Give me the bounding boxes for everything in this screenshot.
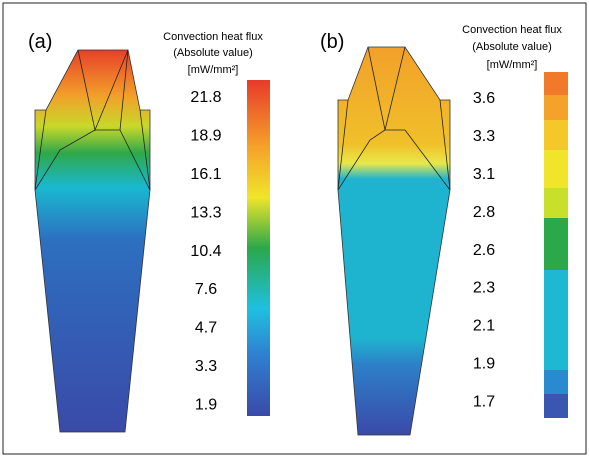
- colorbar-tick-label: 3.3: [473, 128, 495, 145]
- colorbar-tick-label: 16.1: [190, 166, 221, 183]
- legend-unit: [mW/mm²]: [188, 64, 239, 76]
- legend-title: Convection heat flux: [462, 24, 562, 36]
- colorbar-tick-label: 1.7: [473, 393, 495, 410]
- colorbar-tick-label: 3.6: [473, 90, 495, 107]
- panel-label: (a): [28, 31, 52, 53]
- colorbar-tick-label: 2.8: [473, 204, 495, 221]
- colorbar-tick-label: 1.9: [195, 396, 217, 413]
- colorbar-tick-label: 4.7: [195, 320, 217, 337]
- colorbar-tick-label: 7.6: [195, 281, 217, 298]
- colorbar: [544, 72, 568, 418]
- colorbar-tick-label: 3.3: [195, 358, 217, 375]
- outline: [34, 49, 151, 191]
- contour-shape: [337, 46, 451, 436]
- colorbar-tick-label: 2.6: [473, 242, 495, 259]
- panel-label: (b): [320, 31, 344, 53]
- outline: [337, 46, 451, 191]
- colorbar-tick-label: 2.1: [473, 318, 495, 335]
- colorbar-tick-label: 21.8: [190, 89, 221, 106]
- colorbar-tick-label: 1.9: [473, 356, 495, 373]
- legend-title: (Absolute value): [472, 41, 552, 53]
- colorbar: [247, 80, 270, 416]
- legend-unit: [mW/mm²]: [487, 59, 538, 71]
- legend-title: (Absolute value): [173, 47, 253, 59]
- colorbar-tick-label: 3.1: [473, 166, 495, 183]
- colorbar-tick-label: 13.3: [190, 204, 221, 221]
- colorbar-tick-label: 2.3: [473, 280, 495, 297]
- contour-shape: [34, 49, 151, 433]
- legend-title: Convection heat flux: [163, 31, 263, 43]
- colorbar-tick-label: 10.4: [190, 243, 221, 260]
- colorbar-tick-label: 18.9: [190, 128, 221, 145]
